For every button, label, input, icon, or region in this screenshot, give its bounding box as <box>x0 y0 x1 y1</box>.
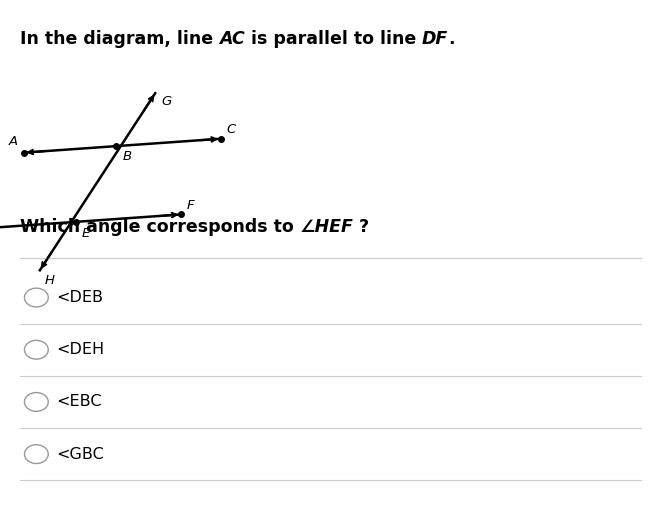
Text: <DEB: <DEB <box>56 290 103 305</box>
Text: is parallel to line: is parallel to line <box>245 30 422 48</box>
Text: ∠HEF: ∠HEF <box>299 218 354 236</box>
Text: .: . <box>448 30 455 48</box>
Text: <GBC: <GBC <box>56 447 104 461</box>
Text: In the diagram, line: In the diagram, line <box>20 30 219 48</box>
Text: H: H <box>44 274 54 287</box>
Text: <DEH: <DEH <box>56 342 104 357</box>
Text: F: F <box>186 199 194 212</box>
Text: AC: AC <box>219 30 245 48</box>
Text: A: A <box>9 136 19 148</box>
Text: B: B <box>122 150 132 163</box>
Text: ?: ? <box>354 218 369 236</box>
Text: E: E <box>81 227 90 240</box>
Text: C: C <box>226 123 235 136</box>
Text: Which angle corresponds to: Which angle corresponds to <box>20 218 299 236</box>
Text: <EBC: <EBC <box>56 395 102 409</box>
Text: G: G <box>161 95 171 108</box>
Text: DF: DF <box>422 30 448 48</box>
